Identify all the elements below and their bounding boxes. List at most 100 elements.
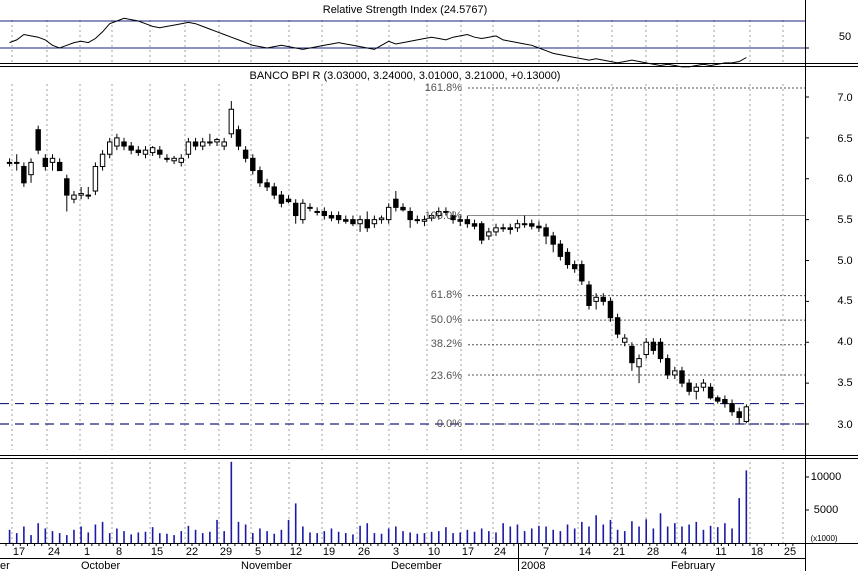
rsi-title: Relative Strength Index (24.5767) [323,4,488,16]
day-label-25: 25 [784,546,796,558]
candle-body-8 [64,178,70,196]
price-tick-3-0: 3.0 [837,419,852,431]
candle-body-82 [593,296,599,302]
volume-bar-97 [702,529,705,543]
volume-bar-51 [373,533,376,543]
volume-bar-36 [266,531,268,543]
candle-body-16 [121,141,127,147]
price-tick-7-0: 7.0 [837,92,852,104]
day-label-24b: 24 [494,546,506,558]
volume-bar-14 [108,533,111,543]
volume-bar-94 [681,526,683,543]
candle-83 [600,293,607,306]
day-label-24a: 24 [48,546,60,558]
candle-27 [199,137,206,151]
candle-body-3 [28,161,34,176]
candle-40 [292,199,299,224]
candle-66 [478,221,485,245]
candle-body-40 [292,202,299,217]
candle-body-69 [500,227,506,230]
candle-body-42 [307,206,313,209]
candle-16 [121,137,127,151]
candle-26 [192,137,199,151]
day-label-12: 12 [290,546,302,558]
candle-53 [385,203,392,224]
month-label-february: February [671,560,716,571]
price-title: BANCO BPI R (3.03000, 3.24000, 3.01000, … [250,70,561,82]
candle-body-102 [736,411,742,418]
candle-body-83 [600,296,607,302]
candle-20 [149,146,156,156]
candle-body-43 [314,210,320,213]
candle-71 [514,219,521,232]
fib-label-161-8: 161.8% [425,82,463,94]
volume-bar-64 [466,529,469,543]
rsi-panel: Relative Strength Index (24.5767) 50 [0,4,851,68]
price-tick-4-0: 4.0 [837,336,852,348]
candle-body-32 [235,129,242,147]
volume-bar-2 [23,526,25,543]
volume-bar-44 [323,531,326,543]
candle-body-81 [586,284,592,306]
candle-91 [657,338,664,363]
volume-bar-46 [337,531,340,543]
candle-29 [214,137,220,147]
volume-bar-21 [158,533,161,543]
volume-bar-49 [359,525,361,543]
candle-99 [715,395,721,404]
candle-41 [300,199,306,224]
candle-body-11 [85,194,91,197]
candle-body-38 [278,194,285,204]
candle-89 [643,338,649,359]
candle-84 [607,297,614,322]
volume-bar-103 [745,470,748,543]
candle-43 [314,207,320,216]
candle-32 [235,125,242,151]
volume-bar-79 [573,528,576,543]
candle-body-64 [464,219,471,225]
candle-30 [221,137,227,151]
candle-4 [35,125,41,155]
candle-15 [114,133,120,151]
candle-body-15 [114,137,120,147]
candle-body-60 [436,210,442,217]
candle-body-48 [350,219,356,225]
day-label-22: 22 [186,546,198,558]
volume-bar-67 [488,531,490,543]
volume-bar-91 [659,513,662,543]
candle-body-77 [557,243,564,257]
volume-bar-68 [495,532,497,543]
volume-bar-42 [309,532,311,543]
candle-body-28 [207,141,213,144]
candle-body-19 [142,149,149,155]
candle-58 [421,215,428,227]
candle-body-44 [321,210,328,217]
volume-bar-11 [87,532,90,543]
fib-label-50-0: 50.0% [431,314,462,326]
candle-9 [71,191,77,204]
day-label-10: 10 [428,546,440,558]
volume-bar-0 [8,529,11,543]
day-label-14: 14 [579,546,591,558]
volume-bar-39 [287,519,290,543]
candle-13 [99,150,106,171]
candle-37 [271,182,277,200]
x-axis: 17 24 1 8 15 22 29 5 12 19 26 3 10 17 24… [0,546,796,572]
candle-14 [107,137,113,159]
volume-bar-86 [623,531,626,543]
candle-body-57 [414,219,421,222]
candle-44 [321,207,328,220]
price-tick-4-5: 4.5 [837,295,852,307]
candle-17 [128,141,134,155]
candle-21 [157,146,163,159]
volume-bar-101 [731,528,733,543]
candle-28 [207,133,213,147]
volume-bar-26 [194,529,197,543]
fibonacci-levels [468,87,805,425]
volume-bar-71 [516,524,519,543]
volume-bar-53 [387,528,390,543]
candle-102 [736,407,742,424]
volume-bar-43 [316,533,318,543]
candle-97 [700,379,707,392]
